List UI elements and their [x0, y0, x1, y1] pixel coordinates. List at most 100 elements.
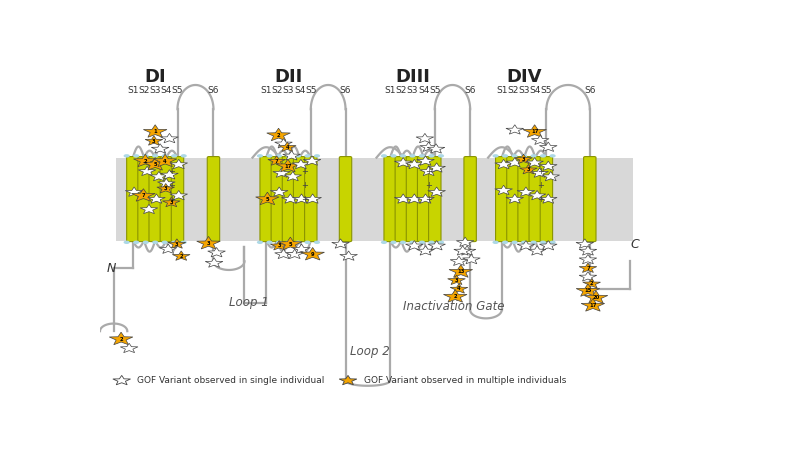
Polygon shape — [494, 185, 513, 194]
Text: S5: S5 — [429, 86, 441, 95]
Circle shape — [530, 241, 537, 244]
FancyBboxPatch shape — [160, 157, 173, 242]
FancyBboxPatch shape — [518, 157, 530, 242]
Circle shape — [493, 241, 498, 244]
Polygon shape — [132, 189, 155, 201]
Text: N: N — [106, 262, 116, 275]
Text: 2: 2 — [143, 158, 147, 163]
Text: S2: S2 — [396, 86, 407, 95]
Polygon shape — [134, 154, 157, 167]
Text: 7: 7 — [275, 158, 278, 163]
Polygon shape — [576, 239, 594, 248]
Text: 3: 3 — [522, 157, 526, 162]
Polygon shape — [168, 239, 186, 248]
FancyBboxPatch shape — [384, 157, 396, 242]
Circle shape — [295, 154, 301, 158]
Polygon shape — [539, 241, 557, 250]
Polygon shape — [579, 255, 597, 264]
FancyBboxPatch shape — [429, 157, 441, 242]
Bar — [115, 158, 634, 241]
Polygon shape — [428, 187, 446, 196]
FancyBboxPatch shape — [260, 157, 272, 242]
Polygon shape — [576, 284, 600, 296]
Circle shape — [530, 154, 537, 158]
Text: 3: 3 — [454, 278, 458, 283]
Polygon shape — [140, 204, 158, 214]
Polygon shape — [340, 251, 358, 260]
Polygon shape — [579, 246, 597, 255]
Polygon shape — [517, 187, 534, 196]
Text: DII: DII — [274, 68, 302, 86]
Polygon shape — [301, 247, 325, 260]
Polygon shape — [428, 241, 446, 250]
Polygon shape — [417, 194, 434, 203]
Polygon shape — [506, 158, 524, 167]
FancyBboxPatch shape — [282, 157, 294, 242]
Circle shape — [123, 241, 130, 244]
Circle shape — [304, 154, 310, 158]
Polygon shape — [274, 139, 292, 148]
Text: S4: S4 — [530, 86, 541, 95]
Polygon shape — [542, 172, 559, 181]
Circle shape — [276, 154, 282, 158]
Text: Loop 1: Loop 1 — [229, 296, 269, 309]
Text: DIII: DIII — [395, 68, 430, 86]
Circle shape — [410, 154, 415, 158]
Polygon shape — [170, 190, 187, 200]
Text: S5: S5 — [172, 86, 183, 95]
Polygon shape — [506, 125, 524, 134]
Circle shape — [428, 154, 434, 158]
Polygon shape — [443, 290, 467, 302]
Polygon shape — [150, 172, 168, 181]
Circle shape — [400, 241, 406, 244]
Polygon shape — [517, 241, 534, 250]
Circle shape — [381, 241, 387, 244]
Text: S3: S3 — [150, 86, 161, 95]
Circle shape — [493, 154, 498, 158]
Polygon shape — [276, 159, 300, 172]
Text: S4: S4 — [161, 86, 172, 95]
Circle shape — [152, 154, 158, 158]
Polygon shape — [539, 161, 557, 171]
Polygon shape — [539, 194, 557, 203]
Text: S2: S2 — [272, 86, 283, 95]
FancyBboxPatch shape — [138, 157, 150, 242]
Text: +: + — [301, 181, 308, 190]
Polygon shape — [147, 194, 166, 203]
Text: DIV: DIV — [506, 68, 542, 86]
Text: 4: 4 — [457, 286, 461, 291]
Text: +: + — [301, 167, 308, 176]
Polygon shape — [126, 187, 143, 196]
Polygon shape — [406, 194, 423, 203]
FancyBboxPatch shape — [339, 157, 352, 242]
FancyBboxPatch shape — [126, 157, 139, 242]
Text: C: C — [630, 238, 639, 251]
Polygon shape — [428, 163, 446, 172]
Polygon shape — [270, 187, 288, 196]
Circle shape — [502, 241, 508, 244]
Circle shape — [438, 241, 444, 244]
Text: +: + — [537, 181, 544, 190]
Text: 3: 3 — [170, 200, 173, 205]
Polygon shape — [197, 237, 220, 249]
Circle shape — [181, 154, 186, 158]
Circle shape — [502, 154, 508, 158]
Polygon shape — [458, 246, 476, 255]
Circle shape — [257, 154, 263, 158]
Polygon shape — [282, 151, 301, 160]
Polygon shape — [579, 263, 597, 273]
Polygon shape — [138, 166, 156, 176]
Polygon shape — [462, 255, 480, 264]
Text: 7: 7 — [142, 193, 146, 198]
Circle shape — [142, 154, 149, 158]
FancyBboxPatch shape — [294, 157, 306, 242]
Polygon shape — [394, 194, 412, 203]
Polygon shape — [450, 256, 468, 265]
Polygon shape — [456, 237, 474, 247]
Polygon shape — [420, 142, 438, 151]
Polygon shape — [417, 246, 434, 255]
Polygon shape — [274, 249, 292, 259]
Text: 5: 5 — [266, 197, 270, 202]
Text: 4: 4 — [163, 158, 167, 163]
Circle shape — [540, 154, 546, 158]
